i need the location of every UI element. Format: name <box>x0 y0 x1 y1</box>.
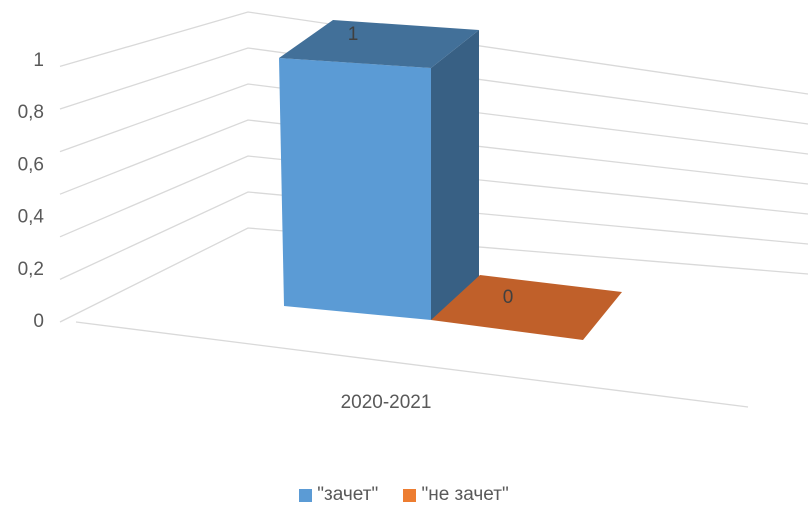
data-label-ne-zachet: 0 <box>503 287 514 308</box>
legend-swatch <box>299 488 313 502</box>
data-labels: 10 <box>348 24 514 308</box>
y-tick-label: 1 <box>33 50 44 71</box>
y-tick-label: 0 <box>33 311 44 332</box>
gridline <box>59 227 808 323</box>
legend-item-zachet: "зачет" <box>299 484 378 506</box>
bars <box>279 20 622 340</box>
data-label-zachet: 1 <box>348 24 359 45</box>
legend-item-ne-zachet: "не зачет" <box>403 484 509 506</box>
legend: "зачет" "не зачет" <box>0 484 808 508</box>
gridline <box>59 119 808 195</box>
gridline <box>59 11 808 95</box>
x-tick-label: 2020-2021 <box>341 392 432 413</box>
y-tick-label: 0,2 <box>18 259 44 280</box>
gridline <box>59 191 808 280</box>
y-tick-label: 0,4 <box>18 207 45 228</box>
y-tick-label: 0,8 <box>18 102 44 123</box>
bar-top-zachet <box>279 20 479 68</box>
legend-swatch <box>403 488 417 502</box>
bar-side-zachet <box>431 30 479 320</box>
floor-edge <box>75 321 749 408</box>
y-tick-label: 0,6 <box>18 154 44 175</box>
gridline <box>59 47 808 125</box>
y-axis-ticks: 0 0,2 0,4 0,6 0,8 1 <box>18 50 45 332</box>
legend-label: "зачет" <box>317 484 379 505</box>
legend-label: "не зачет" <box>421 484 509 505</box>
bar-front-zachet <box>279 58 431 320</box>
gridline <box>59 83 808 155</box>
bar-top-ne-zachet <box>431 275 622 340</box>
gridlines <box>59 11 808 408</box>
gridline <box>59 155 808 238</box>
